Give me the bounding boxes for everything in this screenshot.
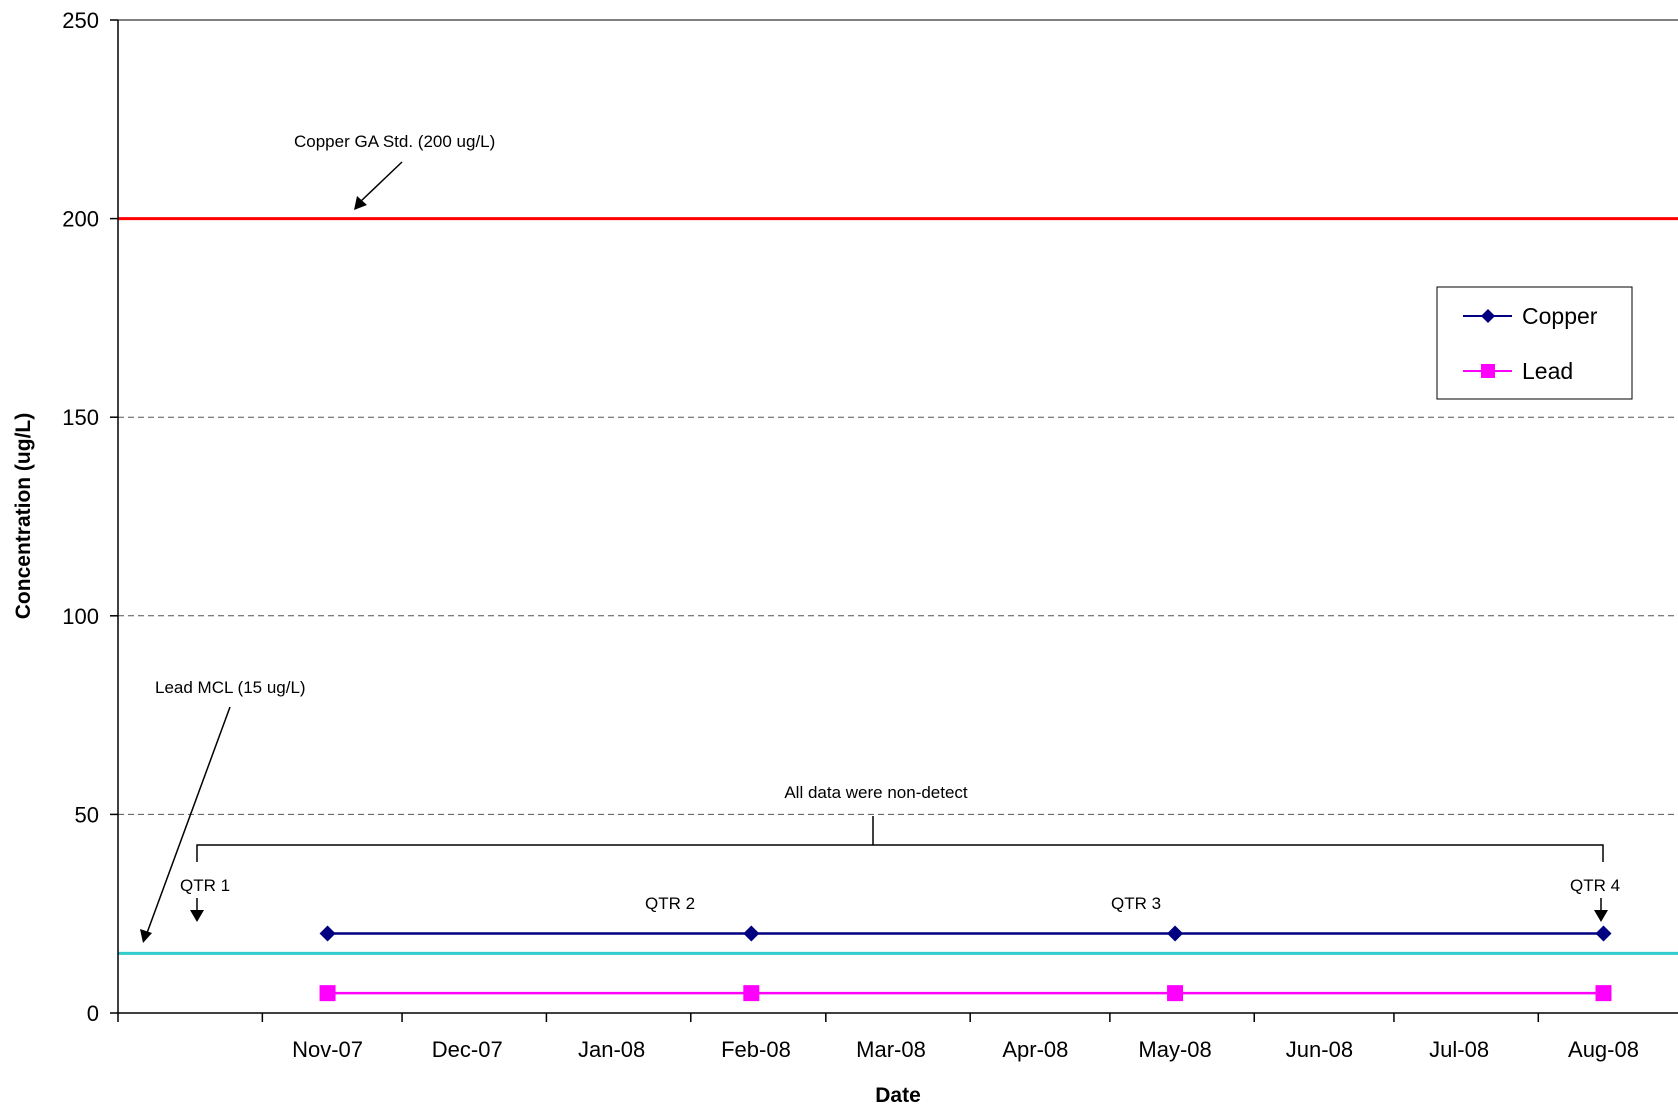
- lead-mcl-arrow-line: [146, 706, 231, 934]
- copper-std-annotation: Copper GA Std. (200 ug/L): [294, 132, 495, 151]
- annotations: Copper GA Std. (200 ug/L) Lead MCL (15 u…: [140, 132, 1620, 943]
- series-group: [319, 925, 1612, 1002]
- data-point-copper-2: [1167, 925, 1184, 942]
- data-point-copper-3: [1595, 925, 1612, 942]
- y-tick-label-250: 250: [62, 8, 99, 33]
- lead-mcl-arrowhead: [140, 929, 152, 943]
- legend-entry-lead: Lead: [1463, 358, 1573, 384]
- non-detect-annotation: All data were non-detect: [784, 783, 968, 802]
- x-axis-title: Date: [875, 1084, 921, 1107]
- copper-std-arrow-line: [359, 161, 403, 203]
- copper-std-arrowhead: [354, 196, 367, 210]
- data-point-lead-1: [743, 985, 760, 1002]
- y-ticks: 0 50 100 150 200 250: [62, 8, 118, 1026]
- legend-box: [1436, 286, 1633, 400]
- qtr4-arrowhead: [1594, 910, 1608, 922]
- qtr1-arrowhead: [190, 910, 204, 922]
- non-detect-bracket: [196, 844, 1604, 862]
- y-tick-label-100: 100: [62, 604, 99, 629]
- x-tick-label-6: May-08: [1138, 1037, 1211, 1062]
- legend-lead-marker: [1481, 364, 1495, 378]
- y-tick-label-0: 0: [87, 1001, 99, 1026]
- x-tick-label-9: Aug-08: [1568, 1037, 1639, 1062]
- qtr3-label: QTR 3: [1111, 894, 1161, 913]
- y-tick-label-150: 150: [62, 405, 99, 430]
- lead-mcl-annotation: Lead MCL (15 ug/L): [155, 678, 306, 697]
- y-axis-title: Concentration (ug/L): [12, 413, 35, 619]
- data-point-lead-0: [319, 985, 336, 1002]
- axes: [117, 19, 1678, 1014]
- x-tick-label-2: Jan-08: [578, 1037, 645, 1062]
- x-tick-label-8: Jul-08: [1429, 1037, 1489, 1062]
- x-ticks: Nov-07 Dec-07 Jan-08 Feb-08 Mar-08 Apr-08 May-…: [117, 1013, 1639, 1062]
- x-tick-label-3: Feb-08: [721, 1037, 791, 1062]
- legend-copper-label: Copper: [1522, 303, 1598, 329]
- data-point-lead-3: [1595, 985, 1612, 1002]
- y-tick-label-50: 50: [75, 802, 99, 827]
- data-point-lead-2: [1167, 985, 1184, 1002]
- x-tick-label-1: Dec-07: [432, 1037, 503, 1062]
- reference-lines: [118, 217, 1678, 955]
- legend-copper-marker: [1481, 309, 1495, 323]
- x-tick-label-5: Apr-08: [1002, 1037, 1068, 1062]
- legend-entry-copper: Copper: [1463, 303, 1598, 329]
- x-tick-label-4: Mar-08: [856, 1037, 926, 1062]
- x-tick-label-0: Nov-07: [292, 1037, 363, 1062]
- qtr4-label: QTR 4: [1570, 876, 1620, 895]
- legend-lead-label: Lead: [1522, 358, 1573, 384]
- legend: Copper Lead: [1436, 286, 1633, 400]
- y-tick-label-200: 200: [62, 207, 99, 232]
- qtr1-label: QTR 1: [180, 876, 230, 895]
- data-point-copper-1: [743, 925, 760, 942]
- qtr2-label: QTR 2: [645, 894, 695, 913]
- data-point-copper-0: [319, 925, 336, 942]
- x-tick-label-7: Jun-08: [1286, 1037, 1353, 1062]
